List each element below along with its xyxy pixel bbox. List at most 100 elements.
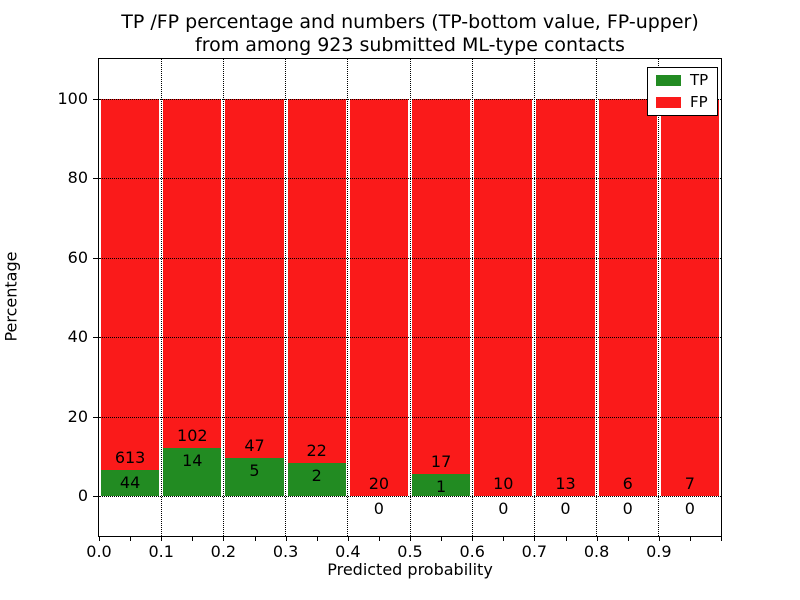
fp-count-label: 47	[244, 436, 265, 456]
fp-bar	[287, 98, 346, 464]
plot-area: 613 44 102 14 47 5 22 2 20 0 17 1 10 0 13 0 6 0 7 0	[98, 58, 722, 537]
x-tick	[658, 537, 660, 541]
y-tick	[93, 337, 98, 339]
x-tick-label: 0.4	[335, 542, 361, 561]
legend-item-fp: FP	[656, 95, 708, 110]
x-tick	[161, 537, 163, 541]
h-gridline	[99, 416, 721, 418]
y-tick	[93, 178, 98, 180]
chart-title-line2: from among 923 submitted ML-type contact…	[195, 34, 625, 56]
tp-bar	[412, 474, 471, 497]
fp-bar	[349, 98, 408, 497]
y-tick-label: 80	[67, 168, 88, 188]
x-tick	[99, 537, 100, 541]
legend-item-tp: TP	[656, 73, 708, 88]
y-tick	[93, 257, 98, 259]
tp-count-label: 0	[373, 499, 384, 519]
fp-count-label: 22	[306, 441, 327, 461]
y-tick	[93, 98, 98, 100]
y-tick-label: 0	[77, 486, 88, 506]
x-tick-label: 0.2	[210, 542, 237, 561]
x-tick	[534, 537, 536, 541]
x-tick	[503, 537, 505, 541]
fp-count-label: 102	[177, 426, 208, 446]
tp-legend-swatch	[656, 75, 681, 86]
fp-bar	[225, 98, 284, 459]
fp-bar	[660, 98, 719, 497]
x-axis-label: Predicted probability	[327, 560, 493, 579]
tp-legend-label: TP	[690, 71, 709, 89]
x-tick	[285, 537, 287, 541]
v-gridline	[347, 59, 349, 536]
h-gridline	[99, 257, 721, 259]
fp-count-label: 17	[430, 452, 452, 472]
v-gridline	[409, 59, 411, 536]
fp-bar	[163, 98, 222, 449]
tp-bar	[101, 469, 160, 497]
v-gridline	[222, 59, 224, 536]
x-tick	[627, 537, 629, 541]
fp-legend-swatch	[656, 97, 681, 108]
y-tick-label: 20	[67, 406, 88, 426]
tp-count-label: 1	[436, 477, 447, 497]
chart-title: TP /FP percentage and numbers (TP-bottom…	[98, 11, 722, 57]
x-tick	[410, 537, 411, 541]
y-tick	[93, 416, 98, 418]
chart-title-line1: TP /FP percentage and numbers (TP-bottom…	[121, 11, 699, 33]
fp-legend-label: FP	[690, 93, 708, 111]
fp-bar	[474, 98, 533, 497]
tp-count-label: 5	[249, 461, 260, 481]
x-tick	[316, 537, 318, 541]
x-tick-label: 0.6	[459, 542, 485, 561]
y-axis-label: Percentage	[1, 251, 21, 342]
x-tick	[472, 537, 474, 541]
x-tick-label: 0.1	[148, 542, 174, 561]
tp-count-label: 0	[684, 499, 695, 519]
v-gridline	[160, 59, 162, 536]
x-tick-label: 0.8	[583, 542, 610, 561]
y-tick	[93, 496, 98, 498]
h-gridline	[99, 178, 721, 180]
tp-count-label: 0	[498, 499, 509, 519]
h-gridline	[99, 98, 721, 100]
x-tick-label: 0.3	[272, 542, 299, 561]
v-gridline	[658, 59, 660, 536]
x-tick	[254, 537, 256, 541]
h-gridline	[99, 337, 721, 339]
x-tick	[378, 537, 380, 541]
x-tick	[689, 537, 691, 541]
y-tick-label: 60	[67, 247, 88, 267]
legend: TP FP	[647, 67, 719, 116]
v-gridline	[285, 59, 287, 536]
x-tick	[565, 537, 567, 541]
h-gridline	[99, 496, 721, 498]
x-tick	[596, 537, 598, 541]
tp-count-label: 44	[119, 472, 141, 492]
x-tick-label: 0.0	[86, 542, 112, 561]
fp-count-label: 6	[622, 474, 633, 494]
tp-bar	[225, 458, 284, 497]
v-gridline	[596, 59, 598, 536]
tp-count-label: 0	[622, 499, 633, 519]
tp-count-label: 2	[311, 466, 322, 486]
x-tick	[347, 537, 349, 541]
y-tick-label: 40	[67, 327, 88, 347]
fp-bar	[412, 98, 471, 475]
fp-count-label: 13	[555, 474, 576, 494]
x-tick	[130, 537, 132, 541]
fp-count-label: 20	[368, 474, 390, 494]
x-tick-label: 0.5	[397, 542, 423, 561]
fp-bar	[536, 98, 595, 497]
x-tick	[223, 537, 225, 541]
x-tick	[192, 537, 194, 541]
x-tick	[441, 537, 443, 541]
fp-count-label: 7	[684, 474, 695, 494]
v-gridline	[471, 59, 473, 536]
fp-count-label: 10	[493, 474, 514, 494]
x-tick-label: 0.7	[521, 542, 548, 561]
v-gridline	[533, 59, 535, 536]
tp-count-label: 0	[560, 499, 571, 519]
tp-bar	[163, 448, 222, 497]
fp-bar	[101, 98, 160, 470]
